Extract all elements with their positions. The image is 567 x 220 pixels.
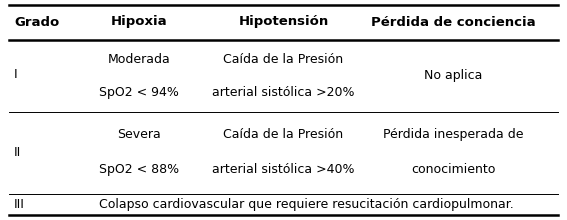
Text: Caída de la Presión: Caída de la Presión [223, 128, 344, 141]
Text: Moderada: Moderada [108, 53, 170, 66]
Text: III: III [14, 198, 25, 211]
Text: II: II [14, 146, 22, 160]
Text: Hipotensión: Hipotensión [238, 15, 329, 29]
Text: Pérdida inesperada de: Pérdida inesperada de [383, 128, 524, 141]
Text: Caída de la Presión: Caída de la Presión [223, 53, 344, 66]
Text: arterial sistólica >40%: arterial sistólica >40% [212, 163, 355, 176]
Text: SpO2 < 94%: SpO2 < 94% [99, 86, 179, 99]
Text: Colapso cardiovascular que requiere resucitación cardiopulmonar.: Colapso cardiovascular que requiere resu… [99, 198, 514, 211]
Text: arterial sistólica >20%: arterial sistólica >20% [212, 86, 355, 99]
Text: No aplica: No aplica [425, 69, 483, 82]
Text: SpO2 < 88%: SpO2 < 88% [99, 163, 179, 176]
Text: I: I [14, 68, 18, 81]
Text: conocimiento: conocimiento [412, 163, 496, 176]
Text: Severa: Severa [117, 128, 161, 141]
Text: Hipoxia: Hipoxia [111, 15, 167, 29]
Text: Grado: Grado [14, 15, 60, 29]
Text: Pérdida de conciencia: Pérdida de conciencia [371, 15, 536, 29]
